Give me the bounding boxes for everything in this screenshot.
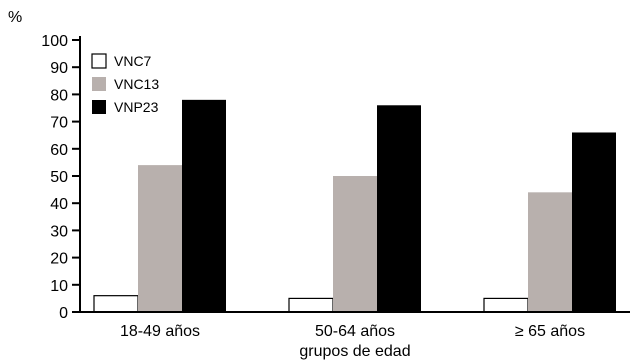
- x-axis-label: grupos de edad: [299, 343, 410, 360]
- x-tick-label: 50-64 años: [315, 323, 395, 340]
- bar-vnp23-2: [377, 105, 421, 312]
- y-tick-label: 90: [50, 60, 68, 77]
- y-tick-label: 80: [50, 87, 68, 104]
- legend-swatch-vnc13: [92, 77, 106, 91]
- bar-vnc13-1: [138, 165, 182, 312]
- x-tick-label: 18-49 años: [120, 323, 200, 340]
- y-tick-label: 20: [50, 251, 68, 268]
- bar-vnc13-2: [333, 176, 377, 312]
- bar-vnc7-3: [483, 297, 529, 313]
- legend-swatch-vnc7: [91, 53, 107, 69]
- legend-label-vnc7: VNC7: [114, 53, 152, 69]
- y-tick-label: 60: [50, 142, 68, 159]
- y-tick-label: 40: [50, 196, 68, 213]
- bar-vnp23-3: [572, 132, 616, 312]
- legend-label-vnp23: VNP23: [114, 99, 159, 115]
- legend-swatch-vnp23: [92, 100, 106, 114]
- bar-vnc7-1: [93, 295, 139, 313]
- y-tick-label: 30: [50, 223, 68, 240]
- legend-label-vnc13: VNC13: [114, 76, 159, 92]
- y-tick-label: 100: [41, 33, 68, 50]
- y-tick-label: 70: [50, 115, 68, 132]
- bar-vnp23-1: [182, 99, 226, 312]
- y-axis-ticks: 0 10 20 30 40 50 60 70 80 90 100: [41, 33, 80, 322]
- bar-vnc13-3: [528, 192, 572, 312]
- x-axis-ticks: 18-49 años 50-64 años ≥ 65 años: [120, 323, 585, 340]
- y-tick-label: 0: [59, 305, 68, 322]
- legend: VNC7 VNC13 VNP23: [91, 53, 159, 115]
- bar-vnc7-2: [288, 297, 334, 313]
- bars-group: [93, 99, 616, 313]
- x-tick-label: ≥ 65 años: [515, 323, 585, 340]
- y-tick-label: 50: [50, 169, 68, 186]
- y-axis-label: %: [8, 9, 22, 26]
- y-tick-label: 10: [50, 278, 68, 295]
